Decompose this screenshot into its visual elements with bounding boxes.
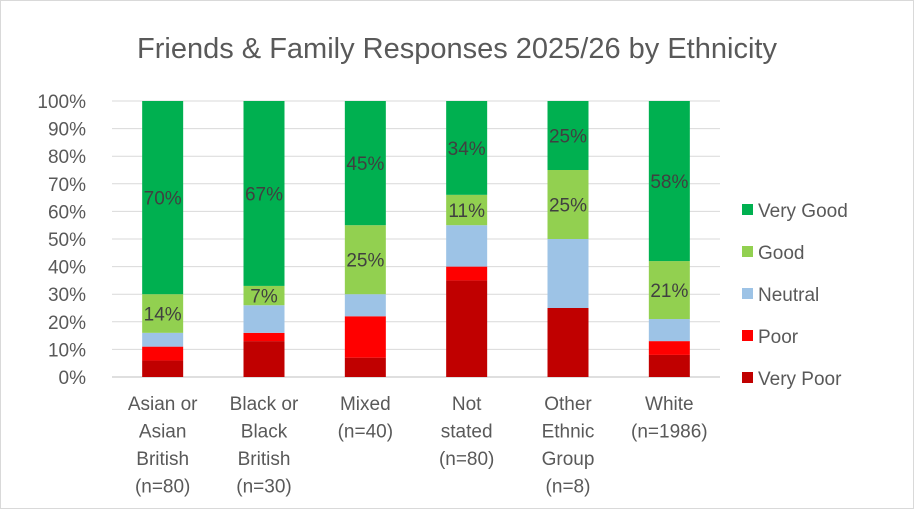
bars [142,101,690,377]
data-label: 14% [144,305,182,326]
bar-segment [547,308,589,377]
bar-segment [344,101,386,226]
y-tick-label: 100% [37,92,86,113]
bar-segment [142,294,184,333]
bar-segment [142,101,184,295]
bar-segment [648,261,690,320]
x-category-label: (n=40) [338,422,393,443]
data-label: 7% [250,287,278,308]
x-category-label: White [645,394,694,415]
bar-segment [243,341,285,377]
x-category-label: (n=8) [546,477,591,498]
bar-segment [142,346,184,361]
legend-label: Very Good [758,201,848,222]
x-category-label: (n=1986) [631,422,708,443]
bar-segment [344,357,386,377]
x-category-label: Ethnic [542,422,595,443]
y-tick-label: 90% [48,120,86,141]
x-category-label: Asian [139,422,187,443]
y-axis: 0% 10% 20% 30% 40% 50% 60% 70% 80% 90% 100% [37,92,86,389]
x-category-label: (n=80) [439,449,494,470]
data-label: 11% [448,201,485,222]
gridlines [112,100,720,378]
data-label: 25% [549,127,587,148]
y-tick-label: 0% [59,368,87,389]
bar-segment [648,354,690,377]
bar-segment [648,101,690,262]
x-category-label: British [238,449,291,470]
bar-segment [547,101,589,170]
y-tick-label: 60% [48,202,86,223]
y-tick-label: 50% [48,230,86,251]
x-axis: Asian or Asian British (n=80) Black or Black B… [128,394,708,498]
x-category-label: (n=30) [236,477,291,498]
bar-segment [547,239,589,308]
y-tick-label: 20% [48,313,86,334]
data-label: 67% [245,184,283,205]
bar-segment [243,285,285,306]
legend-label: Neutral [758,285,819,306]
y-tick-label: 40% [48,258,86,279]
x-category-label: British [136,449,189,470]
bar-segment [344,225,386,295]
bar-segment [243,101,285,286]
legend-swatch [742,288,753,299]
bar-segment [446,266,488,281]
bar-segment [547,170,589,239]
y-tick-label: 30% [48,285,86,306]
x-category-label: Asian or [128,394,198,415]
x-category-label: (n=80) [135,477,190,498]
chart-title: Friends & Family Responses 2025/26 by Et… [137,33,777,65]
bar-segment [142,360,184,377]
x-category-label: Group [542,449,595,470]
legend-label: Very Poor [758,369,842,390]
y-tick-label: 80% [48,147,86,168]
bar-segment [446,280,488,377]
data-label: 58% [650,172,688,193]
x-category-label: stated [441,422,493,443]
bar-segment [344,294,386,317]
data-label: 70% [144,189,182,210]
bar-segment [142,332,184,347]
x-category-label: Not [452,394,482,415]
legend-label: Poor [758,327,799,348]
data-label: 45% [346,154,384,175]
legend-swatch [742,204,753,215]
bar-segment [243,305,285,333]
legend-swatch [742,330,753,341]
bar-segment [446,101,488,195]
data-labels: 14% 70% 7% 67% 25% 45% 11% 34% 25% 25% 21% 58% [144,127,689,326]
bar-segment [446,225,488,267]
bar-segment [243,332,285,342]
bar-segment [446,194,488,226]
x-category-label: Other [544,394,592,415]
data-label: 21% [650,281,688,302]
legend-swatch [742,246,753,257]
legend: Very Good Good Neutral Poor Very Poor [742,201,848,390]
data-label: 34% [448,139,486,160]
data-label: 25% [346,251,384,272]
y-tick-label: 70% [48,175,86,196]
bar-segment [648,341,690,355]
data-label: 25% [549,196,587,217]
x-category-label: Black [241,422,288,443]
x-category-label: Black or [230,394,299,415]
bar-segment [648,319,690,342]
y-tick-label: 10% [48,340,86,361]
legend-swatch [742,372,753,383]
bar-segment [344,316,386,358]
x-category-label: Mixed [340,394,391,415]
legend-label: Good [758,243,804,264]
